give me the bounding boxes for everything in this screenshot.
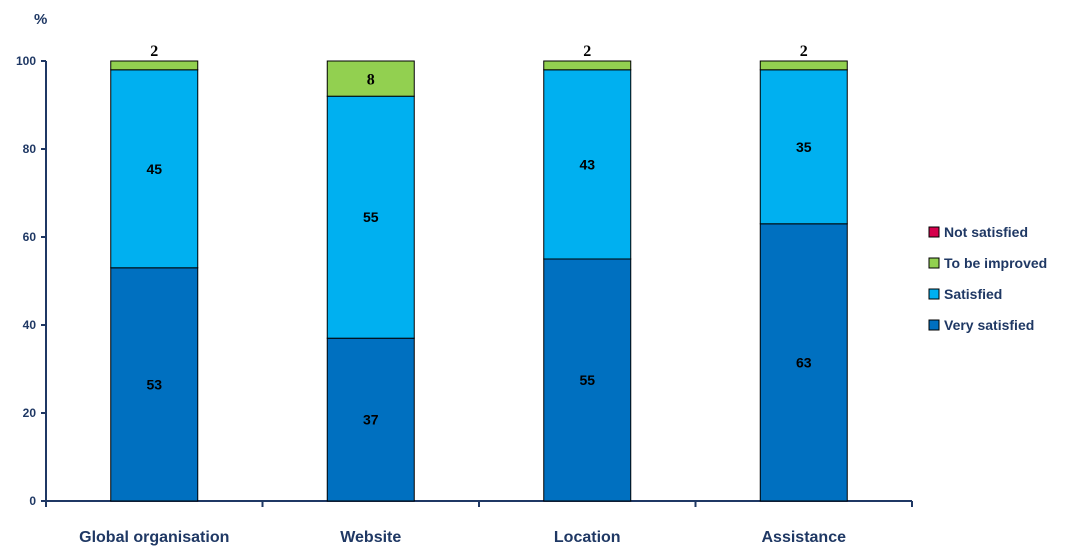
legend-swatch-very-satisfied xyxy=(928,319,940,331)
bar-segment-very-satisfied xyxy=(110,267,199,502)
x-category-label: Assistance xyxy=(762,529,847,546)
y-tick-label: 20 xyxy=(23,406,37,420)
bar-segment-to-be-improved xyxy=(543,60,632,71)
legend-label-very-satisfied: Very satisfied xyxy=(944,317,1034,333)
data-label-very-satisfied: 63 xyxy=(796,354,812,370)
data-label-very-satisfied: 37 xyxy=(363,412,379,428)
legend-label-to-be-improved: To be improved xyxy=(944,255,1047,271)
y-axis: 0 20 40 60 80 100 xyxy=(16,54,47,508)
x-category-label: Location xyxy=(554,529,621,546)
legend-label-satisfied: Satisfied xyxy=(944,286,1002,302)
bar-segment-very-satisfied xyxy=(759,223,848,502)
data-label-satisfied: 43 xyxy=(579,156,595,172)
data-label-to-be-improved: 2 xyxy=(800,43,808,60)
bar-segment-satisfied xyxy=(110,69,199,269)
data-label-to-be-improved: 8 xyxy=(367,72,375,89)
y-unit-label: % xyxy=(34,11,47,28)
bar-segment-to-be-improved xyxy=(326,60,415,97)
data-label-satisfied: 45 xyxy=(146,161,162,177)
y-tick-label: 0 xyxy=(29,494,36,508)
y-tick-label: 60 xyxy=(23,230,37,244)
legend-swatch-satisfied xyxy=(928,288,940,300)
bar-segment-very-satisfied xyxy=(543,258,632,502)
y-tick-label: 80 xyxy=(23,142,37,156)
x-axis: Global organisation Website Location Assist… xyxy=(45,500,913,546)
legend-label-not-satisfied: Not satisfied xyxy=(944,224,1028,240)
bar-segment-satisfied xyxy=(759,69,848,225)
legend-swatch-to-be-improved xyxy=(928,257,940,269)
data-label-to-be-improved: 2 xyxy=(583,43,591,60)
data-label-very-satisfied: 55 xyxy=(579,372,595,388)
bars: 53 45 2 37 55 8 55 43 2 63 35 2 xyxy=(110,43,848,502)
y-tick-label: 40 xyxy=(23,318,37,332)
legend-swatch-not-satisfied xyxy=(928,226,940,238)
x-category-label: Website xyxy=(340,529,401,546)
data-label-to-be-improved: 2 xyxy=(150,43,158,60)
bar-segment-satisfied xyxy=(326,95,415,339)
bar-segment-to-be-improved xyxy=(110,60,199,71)
data-label-satisfied: 55 xyxy=(363,209,379,225)
bar-segment-very-satisfied xyxy=(326,337,415,502)
y-tick-label: 100 xyxy=(16,54,36,68)
bar-segment-satisfied xyxy=(543,69,632,260)
data-label-satisfied: 35 xyxy=(796,139,812,155)
data-label-very-satisfied: 53 xyxy=(146,376,162,392)
x-category-label: Global organisation xyxy=(79,529,229,546)
legend: Not satisfied To be improved Satisfied Very… xyxy=(928,224,1047,333)
bar-segment-to-be-improved xyxy=(759,60,848,71)
